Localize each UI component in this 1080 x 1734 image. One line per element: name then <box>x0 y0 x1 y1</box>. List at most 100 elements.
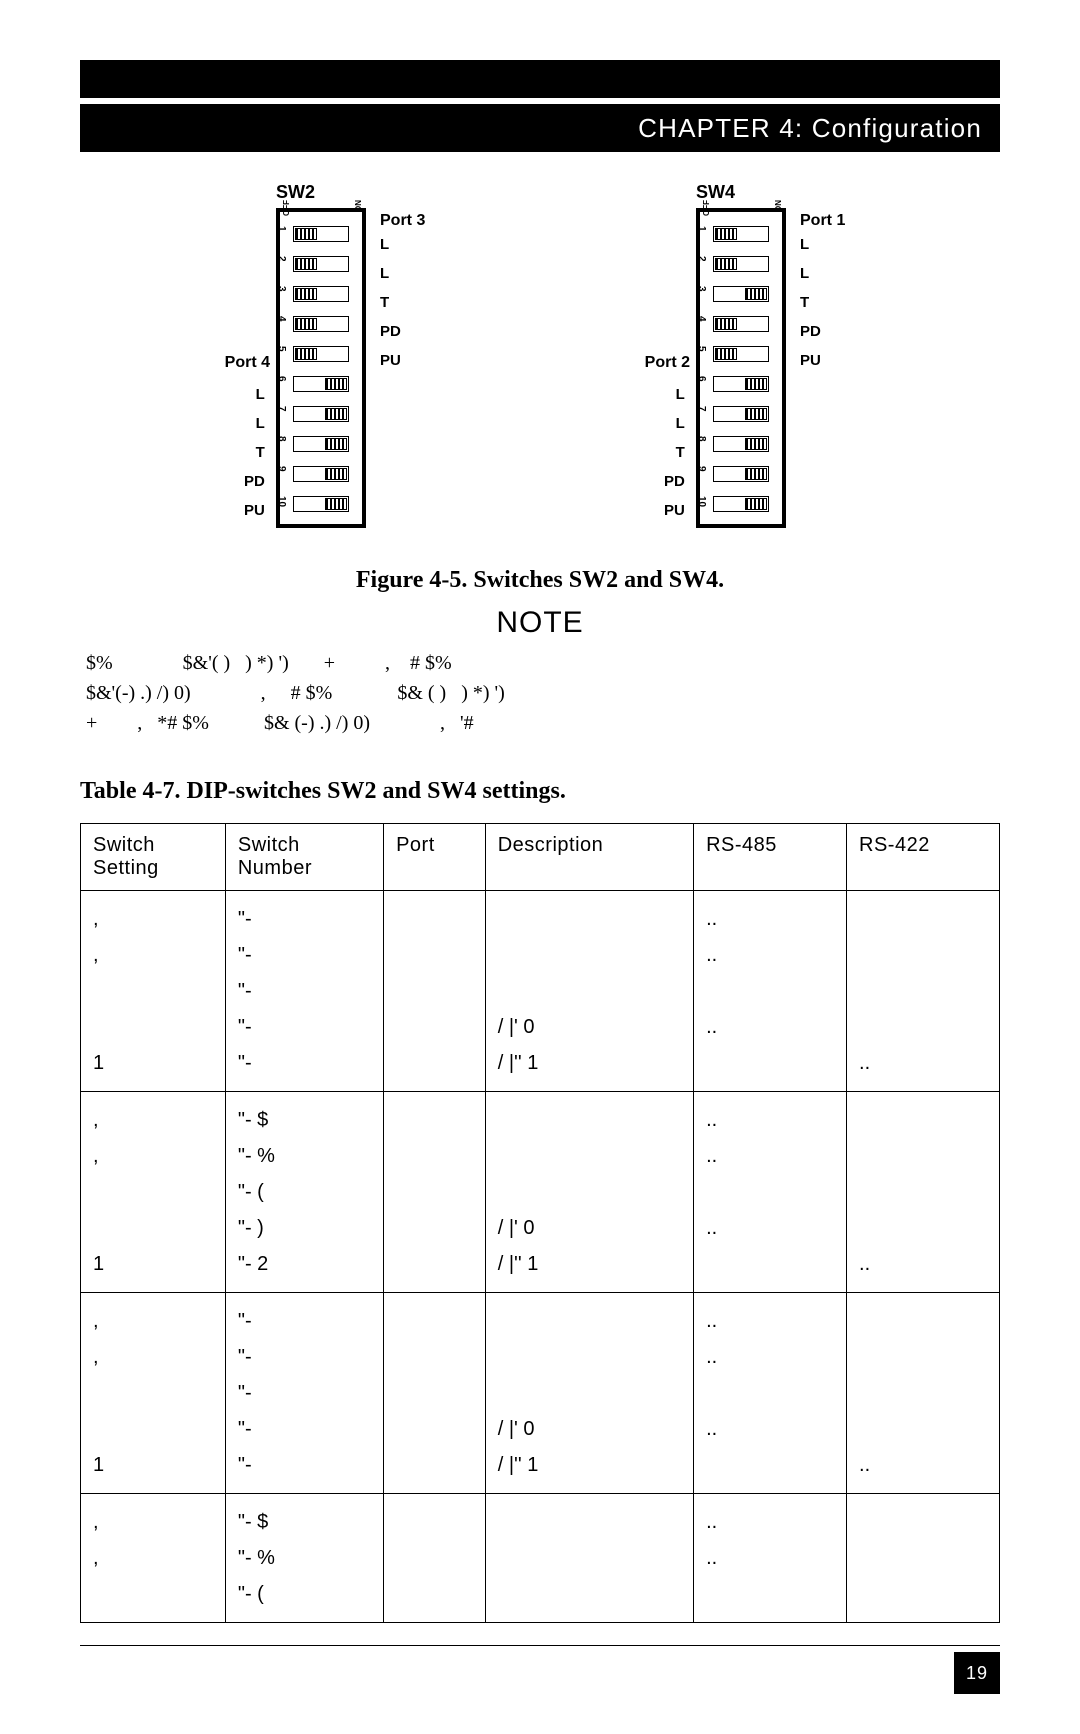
dip-knob <box>745 468 767 480</box>
table-cell-line <box>859 1009 987 1045</box>
footer-rule: 19 <box>80 1645 1000 1694</box>
table-cell-line <box>396 1009 473 1045</box>
table-cell: .. <box>847 891 1000 1092</box>
dip-knob <box>325 438 347 450</box>
table-cell-line: "- % <box>238 1540 371 1576</box>
table-cell-line <box>859 1576 987 1612</box>
table-cell-line: .. <box>859 1045 987 1081</box>
dip-row-number: 5 <box>696 346 707 352</box>
dip-row: 9 <box>288 466 354 488</box>
table-cell-line: "- ) <box>238 1210 371 1246</box>
table-cell: .... .. <box>694 891 847 1092</box>
table-cell-line: / |' 0 <box>498 1009 681 1045</box>
dip-row-number: 2 <box>276 256 287 262</box>
dip-row-number: 10 <box>276 496 287 507</box>
signal-label: PU <box>380 346 401 375</box>
dip-knob <box>715 258 737 270</box>
table-cell-line: , <box>93 1138 213 1174</box>
table-cell-line: "- % <box>238 1138 371 1174</box>
dip-row-number: 4 <box>276 316 287 322</box>
table-cell-line <box>706 1375 834 1411</box>
signal-label: L <box>380 230 401 259</box>
dip-slot <box>293 346 349 362</box>
table-cell-line: "- <box>238 973 371 1009</box>
table-cell-line <box>706 1045 834 1081</box>
dip-knob <box>715 318 737 330</box>
table-cell-line <box>706 1576 834 1612</box>
table-cell-line <box>498 1339 681 1375</box>
dip-slot <box>713 256 769 272</box>
dip-row: 6 <box>708 376 774 398</box>
signal-label: L <box>800 230 821 259</box>
table-row: ,, 1"-"-"-"-"- / |' 0/ |'' 1.... .. .. <box>81 891 1000 1092</box>
dip-knob <box>745 378 767 390</box>
dip-row: 6 <box>288 376 354 398</box>
signal-label: PD <box>664 467 685 496</box>
dip-row-number: 8 <box>696 436 707 442</box>
table-cell-line <box>498 937 681 973</box>
chapter-title-band: CHAPTER 4: Configuration <box>80 104 1000 152</box>
dip-body: 12345678910 <box>276 208 366 528</box>
dip-row: 7 <box>288 406 354 428</box>
table-row: ,, "- $"- %"- ( .... <box>81 1494 1000 1623</box>
signal-label: T <box>380 288 401 317</box>
table-cell: ,, 1 <box>81 891 226 1092</box>
table-cell-line <box>706 1174 834 1210</box>
table-cell-line <box>396 1540 473 1576</box>
port-label: Port 1 <box>800 212 845 230</box>
dip-row: 4 <box>708 316 774 338</box>
dip-knob <box>715 348 737 360</box>
table-cell <box>384 891 486 1092</box>
table-cell-line <box>396 1246 473 1282</box>
dip-switch-diagram: SW2OFFON12345678910Port 3Port 4LLTPDPULL… <box>80 182 1000 207</box>
table-cell-line: .. <box>706 1504 834 1540</box>
dip-slot <box>293 316 349 332</box>
dip-knob <box>325 378 347 390</box>
table-col-header: SwitchNumber <box>225 824 383 891</box>
table-cell-line: .. <box>706 1339 834 1375</box>
table-cell-line <box>859 1339 987 1375</box>
table-cell-line: .. <box>706 1138 834 1174</box>
signal-label: T <box>244 438 265 467</box>
dip-slot <box>713 466 769 482</box>
table-cell-line <box>396 973 473 1009</box>
table-cell: / |' 0/ |'' 1 <box>485 891 693 1092</box>
table-cell-line: "- ( <box>238 1576 371 1612</box>
table-cell-line: "- <box>238 1447 371 1483</box>
signal-label: PU <box>664 496 685 525</box>
signal-label: PD <box>244 467 265 496</box>
table-cell-line <box>396 1303 473 1339</box>
table-cell-line: "- $ <box>238 1102 371 1138</box>
table-cell-line <box>859 1504 987 1540</box>
table-cell-line <box>396 1102 473 1138</box>
table-cell-line: "- <box>238 1375 371 1411</box>
table-cell-line <box>498 1540 681 1576</box>
dip-row: 10 <box>288 496 354 518</box>
signal-label: L <box>800 259 821 288</box>
table-cell-line: , <box>93 1339 213 1375</box>
dip-row-number: 8 <box>276 436 287 442</box>
table-cell: .... .. <box>694 1293 847 1494</box>
table-cell-line <box>498 901 681 937</box>
dip-slot <box>713 406 769 422</box>
table-cell-line <box>859 1303 987 1339</box>
table-cell-line: .. <box>706 901 834 937</box>
table-cell: ,, 1 <box>81 1293 226 1494</box>
table-cell <box>384 1092 486 1293</box>
table-cell-line <box>93 1411 213 1447</box>
dip-slot <box>713 226 769 242</box>
dip-knob <box>325 468 347 480</box>
table-cell <box>384 1494 486 1623</box>
signal-label: PD <box>380 317 401 346</box>
signal-label: PU <box>244 496 265 525</box>
table-cell-line: , <box>93 901 213 937</box>
note-heading: NOTE <box>80 606 1000 640</box>
table-cell-line: .. <box>706 1009 834 1045</box>
table-cell-line <box>396 1375 473 1411</box>
table-cell-line: / |' 0 <box>498 1411 681 1447</box>
dip-row: 5 <box>708 346 774 368</box>
dip-knob <box>295 348 317 360</box>
dip-slot <box>293 496 349 512</box>
table-cell-line <box>498 1375 681 1411</box>
dip-row-number: 6 <box>276 376 287 382</box>
